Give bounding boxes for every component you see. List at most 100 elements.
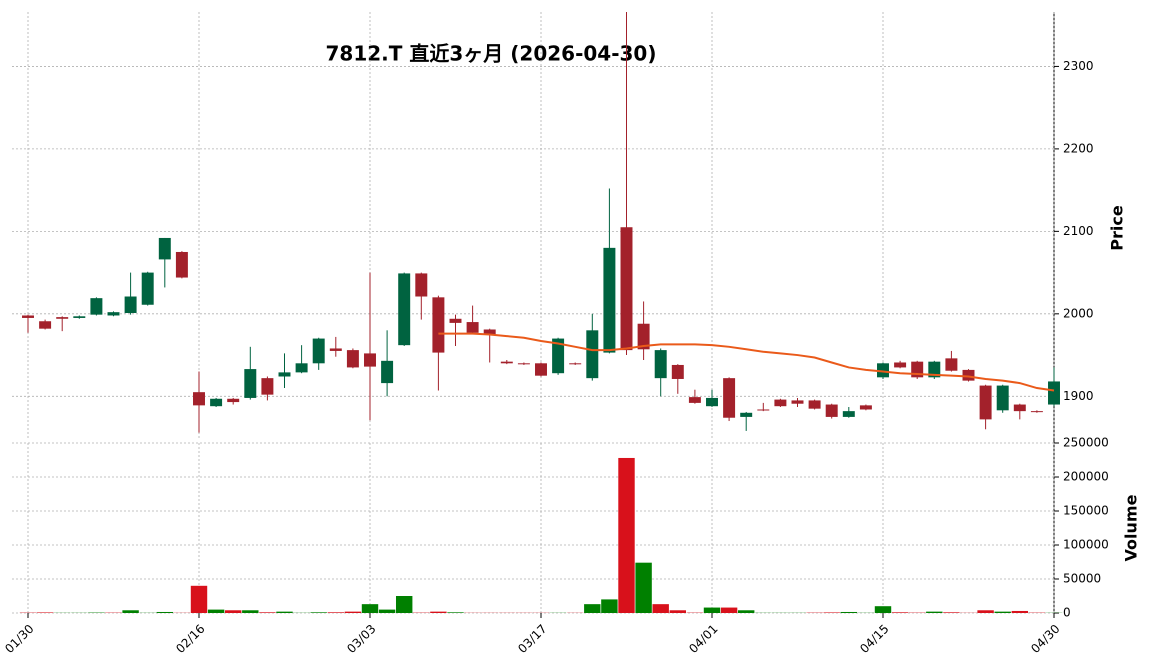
volume-bar (635, 562, 652, 613)
x-tick-label: 03/03 (344, 622, 378, 656)
volume-bar (601, 599, 618, 613)
volume-bar (943, 612, 960, 613)
candle-body (688, 397, 701, 403)
candle-body (1048, 381, 1060, 405)
candle-body (381, 360, 394, 384)
candle-body (979, 385, 992, 420)
y-tick-label: 2300 (1063, 59, 1094, 73)
candle-body (859, 405, 872, 410)
candle-body (466, 322, 479, 333)
x-tick-label: 03/17 (515, 622, 549, 656)
volume-bar (891, 612, 909, 613)
x-tick-label: 04/01 (686, 622, 720, 656)
y-tick-label: 2100 (1063, 224, 1094, 238)
x-tick-label: 04/30 (1028, 622, 1062, 656)
candle-body (73, 316, 86, 318)
candle-body (723, 378, 736, 418)
volume-bar (874, 606, 892, 613)
candle-body (1030, 411, 1043, 413)
candle-body (842, 411, 855, 417)
candle-body (894, 362, 907, 368)
candle-body (483, 329, 496, 335)
volume-bar (840, 611, 858, 613)
candle-body (996, 385, 1009, 411)
candle-body (740, 412, 753, 417)
volume-bar (207, 609, 225, 613)
volume-bar (344, 611, 362, 613)
candle-body (671, 364, 684, 379)
candle-body (124, 296, 137, 314)
volume-bar (156, 611, 174, 613)
candle-body (295, 363, 308, 373)
y-tick-label: 2000 (1063, 306, 1094, 320)
candle-body (141, 272, 154, 305)
candle-body (928, 361, 941, 378)
volume-bar (122, 610, 139, 613)
y-axis-label: Price (1108, 205, 1127, 251)
candle-body (56, 317, 69, 319)
volume-bar (994, 611, 1011, 613)
candle-body (962, 369, 975, 381)
y-tick-label: 2200 (1063, 141, 1094, 155)
candle-body (569, 363, 582, 365)
volume-bar (720, 607, 738, 613)
candle-body (244, 369, 257, 398)
candle-body (398, 273, 411, 346)
candle-body (449, 318, 462, 323)
volume-bar (737, 610, 755, 613)
chart-title: 7812.T 直近3ヶ月 (2026-04-30) (326, 42, 657, 66)
volume-bar (327, 612, 345, 613)
volume-bar (378, 609, 396, 613)
volume-bar (242, 610, 259, 613)
volume-bar (703, 607, 721, 613)
candle-body (312, 338, 325, 364)
candle-body (654, 350, 667, 379)
volume-tick-label: 200000 (1063, 470, 1109, 484)
candle-body (586, 330, 599, 379)
x-tick-label: 01/30 (2, 622, 36, 656)
candle-body (603, 247, 616, 353)
y-tick-label: 1900 (1063, 389, 1094, 403)
volume-bar (926, 611, 943, 613)
volume-bar (259, 612, 276, 613)
volume-bar (430, 611, 447, 613)
volume-bar (36, 612, 54, 613)
candle-body (175, 251, 188, 278)
volume-bar (310, 612, 327, 613)
candle-body (364, 353, 376, 367)
candle-body (432, 297, 445, 353)
candle-body (1013, 404, 1026, 412)
volume-axis-label: Volume (1122, 494, 1141, 561)
candle-body (637, 323, 650, 350)
candle-body (706, 397, 718, 407)
candle-body (261, 378, 274, 395)
moving-average-line (438, 332, 1055, 392)
candle-body (825, 404, 838, 417)
volume-bar (447, 612, 464, 613)
volume-bar (276, 611, 293, 613)
x-tick-label: 02/16 (173, 622, 207, 656)
volume-bar (977, 610, 994, 613)
volume-tick-label: 50000 (1063, 572, 1101, 586)
candle-body (911, 361, 924, 378)
candle-body (774, 399, 787, 407)
volume-bar (361, 604, 379, 613)
candle-body (552, 338, 565, 374)
candle-body (945, 358, 958, 371)
candle-body (415, 273, 428, 297)
volume-bar (224, 610, 242, 613)
volume-bar (652, 604, 669, 613)
volume-bar (395, 596, 413, 613)
volume-tick-label: 150000 (1063, 504, 1109, 518)
candle-body (227, 398, 240, 403)
candle-body (791, 400, 804, 404)
candle-body (535, 363, 547, 376)
volume-tick-label: 100000 (1063, 538, 1109, 552)
candle-body (500, 361, 513, 364)
x-tick-label: 04/15 (857, 622, 891, 656)
volume-bar (618, 457, 635, 613)
candle-body (39, 321, 52, 329)
candle-body (210, 398, 223, 407)
candle-body (757, 409, 770, 411)
